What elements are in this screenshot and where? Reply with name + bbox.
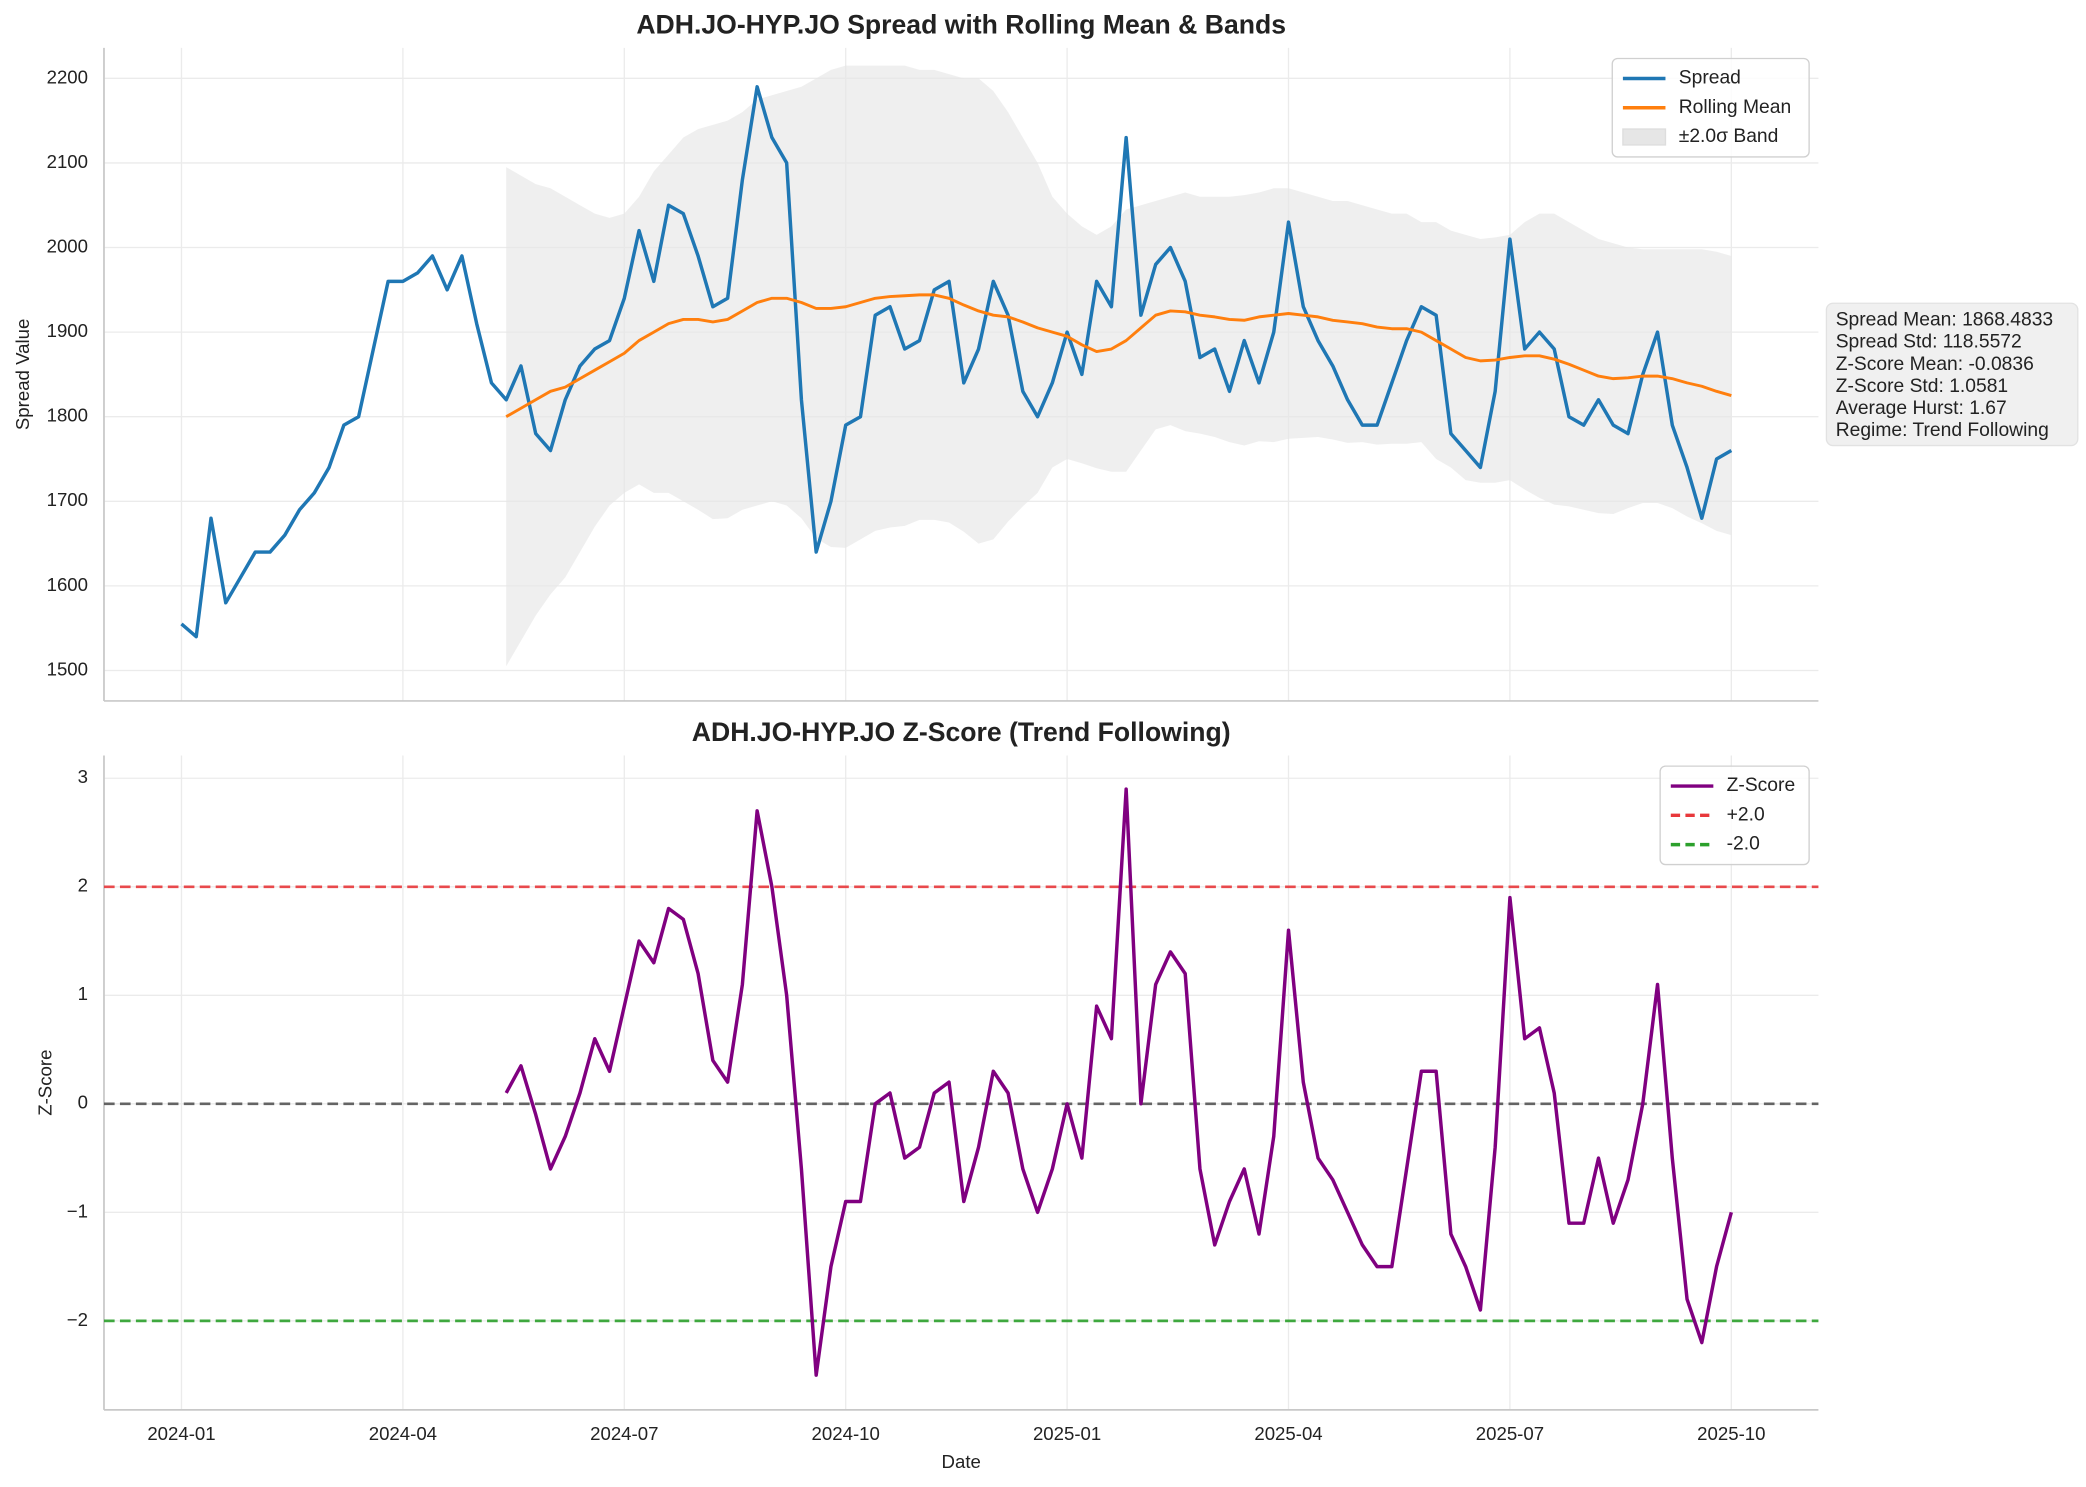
stats-text: Regime: Trend Following <box>1836 420 2049 441</box>
series-line <box>504 787 1733 1377</box>
legend-label: Spread <box>1679 68 1741 89</box>
legend-label: Rolling Mean <box>1679 97 1791 118</box>
y-tick-label: 2 <box>78 875 88 896</box>
x-tick-label: 2025-10 <box>1697 1423 1765 1444</box>
legend-label: Z-Score <box>1727 775 1796 796</box>
stats-text: Spread Mean: 1868.4833 <box>1836 310 2053 331</box>
y-axis-label: Spread Value <box>12 319 33 430</box>
legend-label: -2.0 <box>1727 834 1760 855</box>
chart-title: ADH.JO-HYP.JO Spread with Rolling Mean &… <box>636 10 1286 40</box>
y-tick-label: −1 <box>67 1200 88 1221</box>
y-tick-label: 2200 <box>47 66 88 87</box>
legend-box <box>1659 765 1810 866</box>
y-tick-label: 2000 <box>47 235 88 256</box>
x-tick-label: 2024-10 <box>812 1423 880 1444</box>
y-tick-label: −2 <box>67 1309 88 1330</box>
legend-swatch <box>1622 128 1667 146</box>
y-tick-label: 1 <box>78 983 88 1004</box>
band-area <box>506 65 1732 667</box>
stats-text: Spread Std: 118.5572 <box>1836 332 2022 353</box>
y-tick-label: 1800 <box>47 405 88 426</box>
y-tick-label: 2100 <box>47 151 88 172</box>
y-tick-label: 1900 <box>47 320 88 341</box>
y-tick-label: 0 <box>78 1092 88 1113</box>
x-tick-label: 2024-07 <box>590 1423 658 1444</box>
y-tick-label: 1600 <box>47 574 88 595</box>
x-tick-label: 2025-01 <box>1033 1423 1101 1444</box>
series-line <box>180 85 1733 639</box>
stats-text: Z-Score Std: 1.0581 <box>1836 376 2008 397</box>
legend-label: +2.0 <box>1727 804 1765 825</box>
x-axis-label: Date <box>942 1451 981 1472</box>
x-tick-label: 2025-04 <box>1254 1423 1322 1444</box>
y-tick-label: 1700 <box>47 489 88 510</box>
chart-title: ADH.JO-HYP.JO Z-Score (Trend Following) <box>692 717 1231 747</box>
x-tick-label: 2024-01 <box>147 1423 215 1444</box>
stats-box <box>1825 302 2079 447</box>
y-tick-label: 3 <box>78 766 88 787</box>
x-tick-label: 2025-07 <box>1476 1423 1544 1444</box>
y-axis-label: Z-Score <box>35 1050 56 1116</box>
series-line <box>505 293 1732 418</box>
stats-text: Average Hurst: 1.67 <box>1836 398 2007 419</box>
legend-label: ±2.0σ Band <box>1679 126 1779 147</box>
stats-text: Z-Score Mean: -0.0836 <box>1836 354 2034 375</box>
x-tick-label: 2024-04 <box>369 1423 437 1444</box>
y-tick-label: 1500 <box>47 658 88 679</box>
